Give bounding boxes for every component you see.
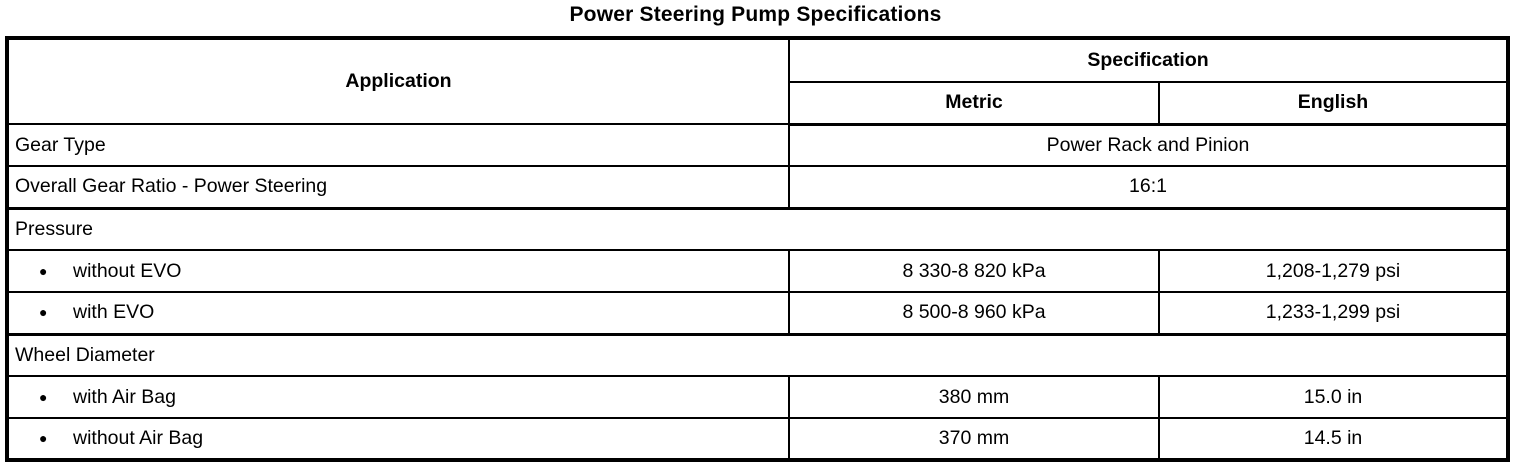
english-value: 14.5 in	[1158, 417, 1509, 461]
table-row-overall-gear-ratio: Overall Gear Ratio - Power Steering 16:1	[6, 165, 1509, 209]
row-label-text: without Air Bag	[73, 427, 204, 449]
english-value: 15.0 in	[1158, 375, 1509, 419]
column-header-specification: Specification	[788, 37, 1509, 83]
bullet-icon: ●	[39, 388, 48, 405]
bullet-icon: ●	[39, 430, 48, 446]
row-label: ● without Air Bag	[6, 417, 790, 461]
row-label: ● with Air Bag	[6, 375, 790, 419]
row-label-text: with EVO	[73, 301, 155, 324]
table-row-with-air-bag: ● with Air Bag 380 mm 15.0 in	[6, 375, 1509, 419]
column-header-metric: Metric	[788, 81, 1160, 126]
english-value: 1,233-1,299 psi	[1158, 291, 1509, 335]
row-label: ● with EVO	[6, 291, 790, 335]
english-value: 1,208-1,279 psi	[1158, 249, 1509, 293]
column-header-english: English	[1158, 81, 1509, 126]
bullet-icon: ●	[39, 304, 48, 321]
section-label: Wheel Diameter	[6, 332, 1509, 377]
metric-value: 380 mm	[788, 375, 1160, 419]
table-row-gear-type: Gear Type Power Rack and Pinion	[6, 123, 1509, 167]
row-value: 16:1	[788, 165, 1509, 209]
table-section-row-pressure: Pressure	[6, 206, 1509, 251]
table-row-without-air-bag: ● without Air Bag 370 mm 14.5 in	[6, 417, 1509, 461]
bullet-icon: ●	[39, 262, 48, 279]
table-row-with-evo: ● with EVO 8 500-8 960 kPa 1,233-1,299 ps…	[6, 291, 1509, 335]
table-row-without-evo: ● without EVO 8 330-8 820 kPa 1,208-1,279…	[6, 249, 1509, 293]
row-value: Power Rack and Pinion	[788, 123, 1509, 167]
metric-value: 370 mm	[788, 417, 1160, 461]
row-label-text: without EVO	[73, 259, 182, 282]
row-label: Overall Gear Ratio - Power Steering	[6, 165, 790, 209]
page-title: Power Steering Pump Specifications	[569, 3, 942, 26]
table-header-row-1: Application Specification	[6, 37, 1509, 125]
row-label-text: with Air Bag	[73, 385, 176, 408]
metric-value: 8 500-8 960 kPa	[788, 291, 1160, 335]
section-label: Pressure	[6, 206, 1509, 251]
column-header-application: Application	[6, 37, 790, 125]
row-label: ● without EVO	[6, 249, 790, 293]
metric-value: 8 330-8 820 kPa	[788, 249, 1160, 293]
table-section-row-wheel-diameter: Wheel Diameter	[6, 332, 1509, 377]
table-header-row-2: Metric English	[7, 81, 1509, 126]
specifications-table: Application Specification Metric English…	[5, 36, 1510, 462]
row-label: Gear Type	[6, 123, 790, 167]
